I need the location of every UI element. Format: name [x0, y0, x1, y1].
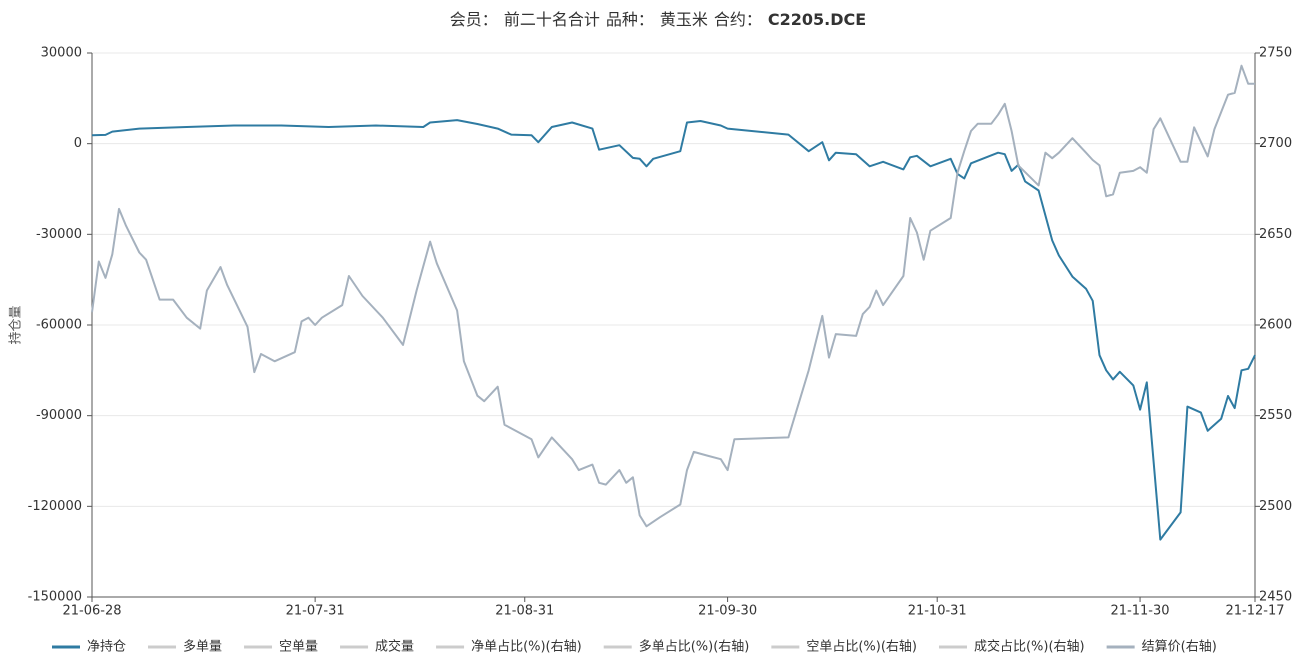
legend-label[interactable]: 多单量 [183, 639, 222, 655]
y2-tick-label: 2750 [1259, 46, 1292, 61]
legend-label[interactable]: 净持仓 [87, 640, 126, 655]
y2-tick-label: 2550 [1259, 408, 1292, 423]
x-tick-label: 21-08-31 [495, 604, 554, 619]
y2-tick-label: 2700 [1259, 136, 1292, 151]
x-tick-label: 21-06-28 [62, 604, 121, 619]
x-tick-label: 21-09-30 [698, 604, 757, 619]
y-tick-label: -90000 [36, 408, 82, 423]
chart-title: 会员： 前二十名合计 品种： 黄玉米 合约： C2205.DCE [450, 10, 866, 29]
y2-tick-label: 2600 [1259, 318, 1292, 333]
y2-tick-label: 2500 [1259, 499, 1292, 514]
y2-tick-label: 2450 [1259, 590, 1292, 605]
legend-label[interactable]: 结算价(右轴) [1142, 640, 1217, 655]
legend-label[interactable]: 净单占比(%)(右轴) [471, 640, 582, 655]
y-tick-label: -120000 [28, 499, 82, 514]
y-axis-label: 持仓量 [9, 305, 24, 344]
title-part: 品种： [606, 10, 654, 29]
legend-label[interactable]: 多单占比(%)(右轴) [639, 639, 750, 655]
x-tick-label: 21-10-31 [908, 604, 967, 619]
x-tick-label: 21-07-31 [286, 604, 345, 619]
title-part: 会员： [450, 10, 498, 29]
y-tick-label: 30000 [41, 46, 82, 61]
y-tick-label: -30000 [36, 227, 82, 242]
y-tick-label: -150000 [28, 590, 82, 605]
y-tick-label: 0 [74, 136, 82, 151]
title-part: C2205.DCE [768, 10, 866, 29]
legend-label[interactable]: 成交量 [375, 639, 414, 655]
y-tick-label: -60000 [36, 318, 82, 333]
title-part: 合约： [714, 10, 762, 29]
legend-label[interactable]: 空单量 [279, 640, 318, 655]
x-tick-label: 21-11-30 [1111, 604, 1170, 619]
legend-label[interactable]: 成交占比(%)(右轴) [974, 639, 1085, 655]
title-part: 黄玉米 [660, 10, 708, 29]
x-tick-label: 21-12-17 [1225, 604, 1284, 619]
title-part: 前二十名合计 [504, 10, 600, 29]
series-line [91, 64, 1255, 528]
legend-label[interactable]: 空单占比(%)(右轴) [806, 640, 917, 655]
series-line [91, 119, 1256, 541]
y2-tick-label: 2650 [1259, 227, 1292, 242]
